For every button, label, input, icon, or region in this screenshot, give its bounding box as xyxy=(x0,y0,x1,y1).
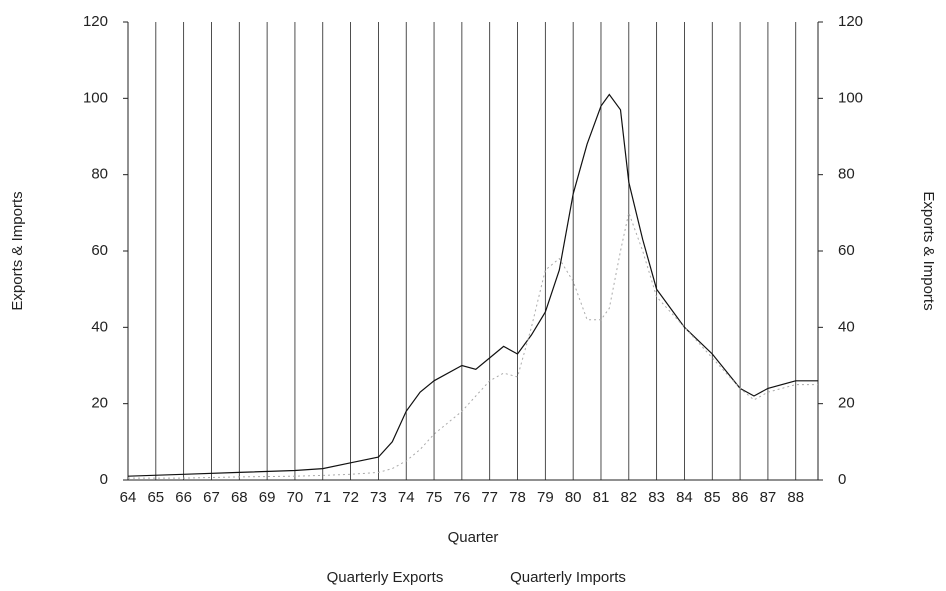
x-axis-label: Quarter xyxy=(448,529,499,546)
x-tick-label: 74 xyxy=(398,489,415,506)
x-tick-label: 73 xyxy=(370,489,387,506)
y-tick-label: 0 xyxy=(100,471,108,488)
x-tick-label: 64 xyxy=(120,489,137,506)
data-line xyxy=(128,211,818,479)
y2-tick-label: 120 xyxy=(838,13,863,30)
x-tick-label: 68 xyxy=(231,489,248,506)
x-tick-label: 71 xyxy=(314,489,331,506)
y-tick-label: 60 xyxy=(91,242,108,259)
y2-tick-label: 0 xyxy=(838,471,846,488)
x-tick-label: 80 xyxy=(565,489,582,506)
y-tick-label: 80 xyxy=(91,166,108,183)
x-tick-label: 70 xyxy=(287,489,304,506)
x-tick-label: 75 xyxy=(426,489,443,506)
x-tick-label: 85 xyxy=(704,489,721,506)
x-tick-label: 69 xyxy=(259,489,276,506)
x-tick-label: 67 xyxy=(203,489,220,506)
y2-axis-label: Exports & Imports xyxy=(920,191,937,310)
y-tick-label: 40 xyxy=(91,318,108,335)
legend-label: Quarterly Exports xyxy=(327,569,444,586)
x-tick-label: 66 xyxy=(175,489,192,506)
y2-tick-label: 80 xyxy=(838,166,855,183)
y-axis-label: Exports & Imports xyxy=(9,191,26,310)
data-line xyxy=(127,93,818,477)
y-tick-label: 100 xyxy=(83,89,108,106)
x-tick-label: 79 xyxy=(537,489,554,506)
x-tick-label: 87 xyxy=(760,489,777,506)
x-tick-label: 77 xyxy=(481,489,498,506)
y2-tick-label: 100 xyxy=(838,89,863,106)
x-tick-label: 81 xyxy=(593,489,610,506)
x-tick-label: 72 xyxy=(342,489,359,506)
y2-tick-label: 40 xyxy=(838,318,855,335)
x-tick-label: 88 xyxy=(787,489,804,506)
x-tick-label: 78 xyxy=(509,489,526,506)
legend-label: Quarterly Imports xyxy=(510,569,626,586)
x-tick-label: 86 xyxy=(732,489,749,506)
x-tick-label: 82 xyxy=(620,489,637,506)
x-tick-label: 83 xyxy=(648,489,665,506)
x-tick-label: 76 xyxy=(454,489,471,506)
y2-tick-label: 20 xyxy=(838,395,855,412)
x-tick-label: 84 xyxy=(676,489,693,506)
y-tick-label: 120 xyxy=(83,13,108,30)
y-tick-label: 20 xyxy=(91,395,108,412)
x-tick-label: 65 xyxy=(147,489,164,506)
y2-tick-label: 60 xyxy=(838,242,855,259)
